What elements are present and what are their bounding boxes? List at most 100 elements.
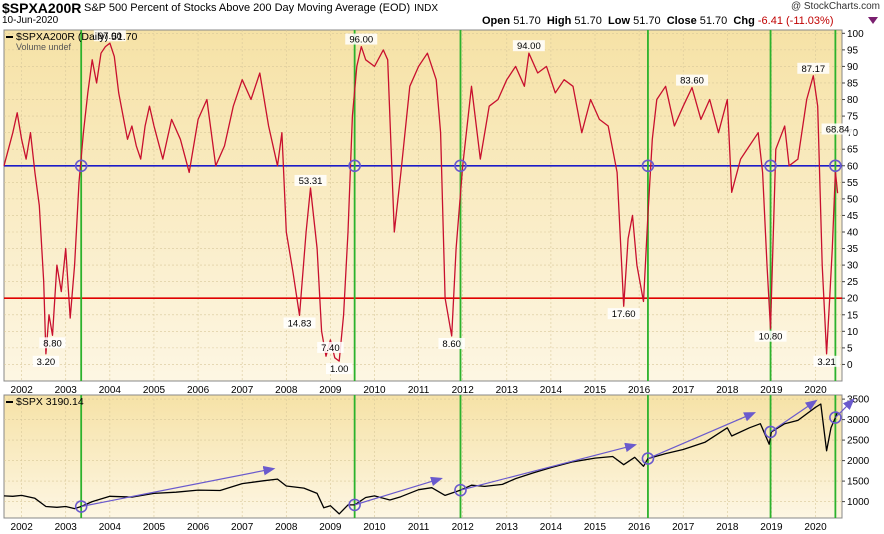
x-tick-label: 2009 xyxy=(319,385,342,396)
annotation-label: 1.00 xyxy=(330,364,349,375)
brand[interactable]: @ StockCharts.com xyxy=(790,1,880,12)
annotation-box xyxy=(676,74,709,86)
annotation-label: 17.60 xyxy=(612,309,636,320)
trend-arrow xyxy=(354,476,443,506)
y-tick-label: 1500 xyxy=(847,477,870,488)
trend-arrow xyxy=(647,412,756,460)
annotation-box xyxy=(797,62,830,74)
x-tick-label: 2017 xyxy=(672,522,695,533)
annotation-box xyxy=(317,341,344,353)
annotation-label: 8.80 xyxy=(43,338,62,349)
date: 10-Jun-2020 xyxy=(2,15,59,26)
annotation-label: 3.20 xyxy=(37,357,56,368)
y-tick-label: 100 xyxy=(847,29,864,40)
annotation-label: 8.60 xyxy=(442,339,461,350)
annotation-box xyxy=(607,308,640,320)
x-tick-label: 2012 xyxy=(452,522,475,533)
x-tick-label: 2006 xyxy=(187,385,210,396)
signal-circle xyxy=(829,159,842,173)
annotation-box xyxy=(813,355,840,367)
high-value: 51.70 xyxy=(574,15,602,27)
x-tick-label: 2019 xyxy=(760,385,783,396)
annotation-label: 68.84 xyxy=(826,124,850,135)
close-value: 51.70 xyxy=(699,15,728,27)
x-tick-label: 2014 xyxy=(540,385,563,396)
y-tick-label: 3500 xyxy=(847,395,870,406)
y-tick-label: 55 xyxy=(847,178,859,189)
annotation-box xyxy=(39,337,66,349)
y-tick-label: 3000 xyxy=(847,415,870,426)
annotation-box xyxy=(32,355,60,367)
annotation-label: 3.21 xyxy=(817,357,836,368)
x-tick-label: 2004 xyxy=(99,385,122,396)
close-label: Close xyxy=(666,15,697,27)
y-tick-label: 95 xyxy=(847,45,859,56)
annotation-box xyxy=(326,363,353,375)
annotation-label: 10.80 xyxy=(759,332,783,343)
series-line-$SPX xyxy=(3,403,839,515)
signal-circle xyxy=(641,159,655,173)
y-tick-label: 35 xyxy=(847,244,859,255)
series-line-$SPXA200R xyxy=(3,42,839,362)
dropdown-triangle-icon[interactable] xyxy=(868,17,878,24)
x-tick-label: 2016 xyxy=(628,385,651,396)
signal-circle xyxy=(764,159,777,173)
annotation-box xyxy=(283,317,316,329)
trend-arrow xyxy=(770,399,818,433)
x-tick-label: 2016 xyxy=(628,522,651,533)
y-tick-label: 1000 xyxy=(847,497,870,508)
volume-note: Volume undef xyxy=(16,42,72,52)
annotation-box xyxy=(754,330,787,342)
signal-circle xyxy=(829,411,842,424)
signal-circle xyxy=(74,159,88,173)
x-tick-label: 2014 xyxy=(540,522,563,533)
x-tick-label: 2006 xyxy=(187,522,210,533)
legend-swatch xyxy=(6,401,13,403)
annotation-label: 87.17 xyxy=(801,64,825,75)
y-tick-label: 2000 xyxy=(847,456,870,467)
x-tick-label: 2019 xyxy=(760,522,783,533)
x-tick-label: 2018 xyxy=(716,522,739,533)
x-tick-label: 2003 xyxy=(55,385,78,396)
chart-title: S&P 500 Percent of Stocks Above 200 Day … xyxy=(84,2,438,14)
legend-swatch xyxy=(6,36,13,38)
annotation-label: 96.00 xyxy=(349,35,373,46)
y-tick-label: 65 xyxy=(847,145,859,156)
y-tick-label: 85 xyxy=(847,78,859,89)
annotation-box xyxy=(821,123,854,135)
y-tick-label: 2500 xyxy=(847,436,870,447)
x-tick-label: 2015 xyxy=(584,385,607,396)
signal-circle xyxy=(74,500,88,513)
y-tick-label: 45 xyxy=(847,211,859,222)
x-tick-label: 2002 xyxy=(11,385,34,396)
plot-frame-percent xyxy=(3,29,843,382)
high-label: High xyxy=(546,15,572,27)
y-tick-label: 10 xyxy=(847,327,859,338)
y-tick-label: 5 xyxy=(847,343,853,354)
x-tick-label: 2010 xyxy=(363,522,386,533)
x-tick-label: 2003 xyxy=(55,522,78,533)
x-tick-label: 2013 xyxy=(496,522,519,533)
annotation-label: 14.83 xyxy=(288,318,312,329)
y-tick-label: 80 xyxy=(847,95,859,106)
annotation-box xyxy=(345,33,378,45)
signal-circle xyxy=(764,425,777,439)
open-value: 51.70 xyxy=(513,15,541,27)
trend-arrow xyxy=(81,465,276,508)
annotation-box xyxy=(93,30,126,42)
x-tick-label: 2011 xyxy=(408,385,430,396)
plot-area-percent xyxy=(4,30,842,381)
x-tick-label: 2010 xyxy=(363,385,386,396)
x-tick-label: 2005 xyxy=(143,522,166,533)
plot-frame-spx xyxy=(3,394,843,519)
open-label: Open xyxy=(482,15,511,27)
x-tick-label: 2020 xyxy=(804,522,827,533)
y-tick-label: 25 xyxy=(847,277,859,288)
signal-circle xyxy=(454,483,467,497)
legend-label: $SPX 3190.14 xyxy=(16,396,84,408)
signal-circle xyxy=(641,452,655,465)
x-tick-label: 2020 xyxy=(804,385,827,396)
y-tick-label: 15 xyxy=(847,310,859,321)
annotation-box xyxy=(438,337,465,349)
